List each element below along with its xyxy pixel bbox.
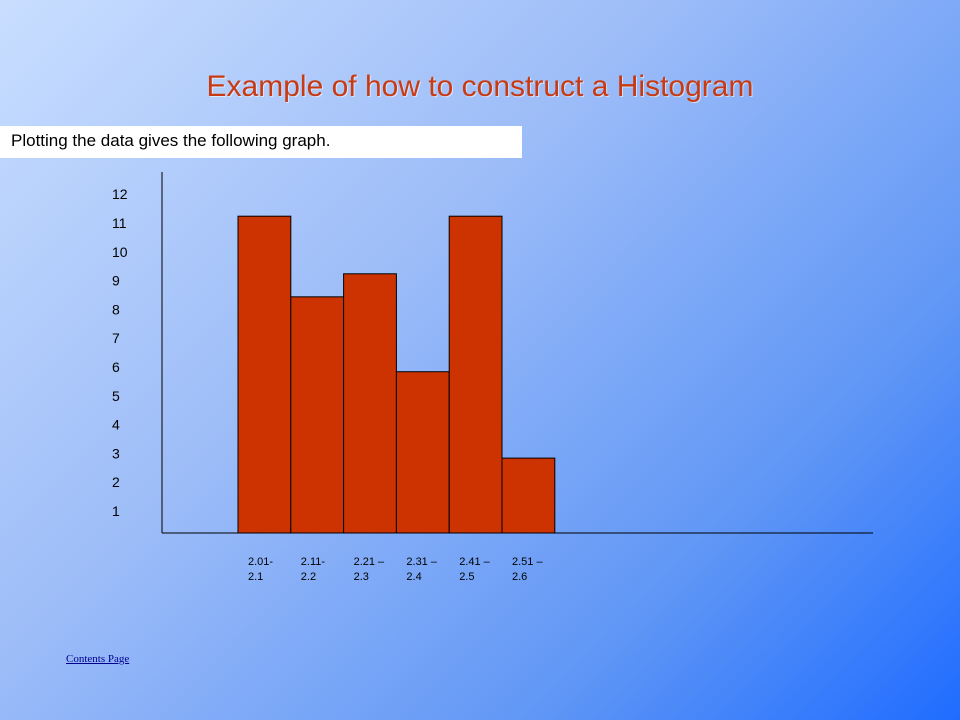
x-tick-label: 2.51 –2.6 <box>512 556 543 583</box>
contents-page-link[interactable]: Contents Page <box>66 653 130 665</box>
y-tick-label: 6 <box>112 359 120 375</box>
y-tick-label: 2 <box>112 474 120 490</box>
x-tick-label: 2.31 –2.4 <box>406 556 437 583</box>
y-tick-label: 11 <box>112 215 127 231</box>
histogram-bar <box>501 457 556 534</box>
histogram-bar <box>237 215 292 534</box>
y-tick-label: 4 <box>112 417 120 433</box>
y-tick-label: 10 <box>112 244 128 260</box>
y-tick-label: 12 <box>112 186 128 202</box>
slide-title: Example of how to construct a Histogram <box>206 70 754 103</box>
histogram-bar <box>290 296 345 534</box>
subtitle-box: Plotting the data gives the following gr… <box>0 126 522 158</box>
y-tick-label: 7 <box>112 330 120 346</box>
x-tick-label: 2.41 –2.5 <box>459 556 490 583</box>
x-tick-label: 2.01-2.1 <box>248 556 273 583</box>
histogram-bar <box>395 371 450 534</box>
y-tick-label: 8 <box>112 301 120 317</box>
x-tick-label: 2.11-2.2 <box>301 556 326 583</box>
histogram-bar <box>448 215 503 534</box>
y-tick-label: 9 <box>112 273 120 289</box>
x-tick-label: 2.21 –2.3 <box>354 556 385 583</box>
histogram-bar <box>343 273 397 534</box>
y-tick-label: 1 <box>112 503 120 519</box>
y-tick-label: 3 <box>112 445 120 461</box>
y-tick-label: 5 <box>112 388 120 404</box>
subtitle-text: Plotting the data gives the following gr… <box>11 131 331 150</box>
